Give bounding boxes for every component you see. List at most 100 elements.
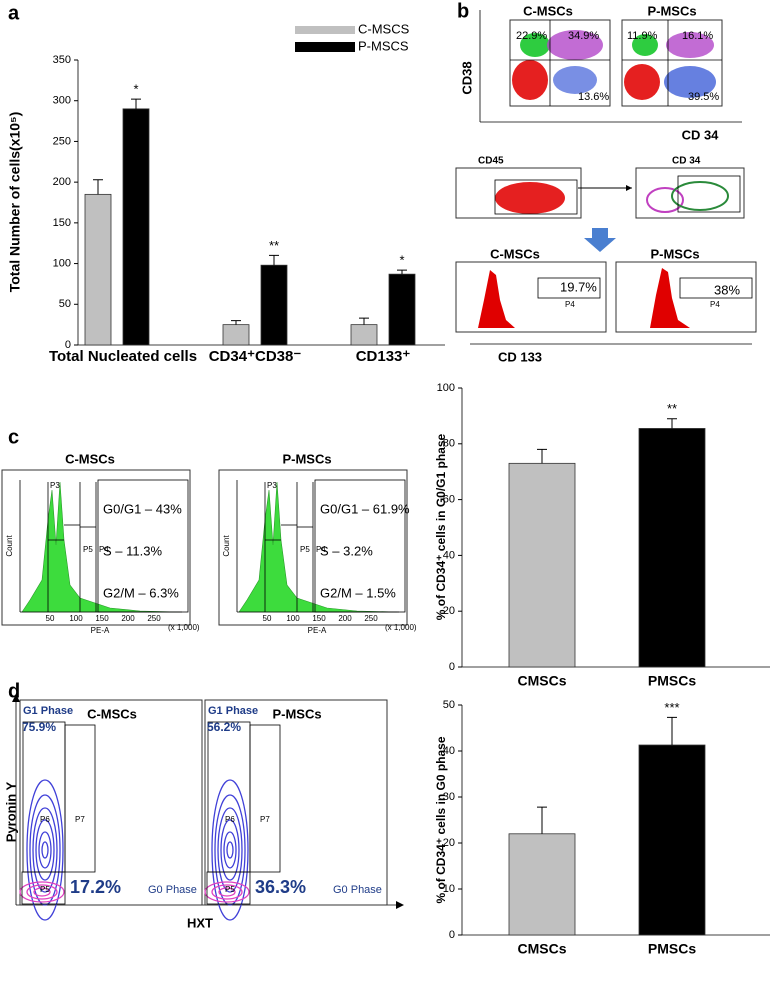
y-tick-label: 100 <box>437 382 455 394</box>
bar <box>222 324 250 346</box>
gate <box>677 175 741 213</box>
quadrant-value: 22.9% <box>516 30 547 42</box>
phase-value: 75.9% <box>22 720 56 734</box>
x-tick-label: 100 <box>286 614 300 623</box>
gate <box>537 277 601 299</box>
contour <box>19 881 65 903</box>
error-bar <box>667 418 677 429</box>
legend-label: P-MSCS <box>358 38 409 53</box>
axis-unit: (x 1,000) <box>168 623 200 632</box>
contour <box>26 884 58 900</box>
gate-label: P6 <box>40 815 50 824</box>
y-tick-label: 50 <box>443 699 455 711</box>
axis-label: HXT <box>187 915 213 930</box>
arrow-head <box>12 694 20 702</box>
axis-label: PE-A <box>308 626 327 635</box>
y-tick-label: 0 <box>449 929 455 941</box>
gate-label: P4 <box>565 300 575 309</box>
axis-label: Count <box>5 535 14 557</box>
y-tick-label: 100 <box>53 257 71 269</box>
axis-label: Pyronin Y <box>3 781 18 842</box>
x-tick-label: 200 <box>121 614 135 623</box>
histogram <box>640 268 690 328</box>
gate <box>494 179 578 215</box>
plot-title: C-MSCs <box>87 706 137 721</box>
bar <box>350 324 378 346</box>
bar <box>260 264 288 346</box>
annotation: * <box>133 82 138 97</box>
gate-label: P7 <box>75 815 85 824</box>
gate-label: P7 <box>260 815 270 824</box>
plot-title: P-MSCs <box>650 246 699 261</box>
axis-label: PE-A <box>91 626 110 635</box>
dot-plot <box>509 19 611 107</box>
bar <box>638 744 706 936</box>
bar <box>84 193 112 346</box>
error-bar <box>131 98 141 109</box>
plot-title: P-MSCs <box>647 3 696 18</box>
quadrant-value: 13.6% <box>578 91 609 103</box>
gate <box>206 871 251 905</box>
percent: 19.7% <box>560 279 597 294</box>
dot-plot <box>621 19 723 107</box>
arrow <box>584 228 616 252</box>
axis-label: CD38 <box>459 61 474 94</box>
phase-box <box>314 479 406 613</box>
y-tick-label: 60 <box>443 494 455 506</box>
panel-label: b <box>457 0 469 22</box>
histogram-plot <box>615 261 757 333</box>
gate-label: P3 <box>267 481 277 490</box>
contour <box>35 819 55 881</box>
y-tick-label: 80 <box>443 438 455 450</box>
gate-label: P5 <box>83 545 93 554</box>
phase-value: G0/G1 – 61.9% <box>320 501 410 516</box>
legend-swatch <box>295 26 355 34</box>
panel-b: b CD38 CD 34 C-MSCs P-MSCs 22.9% 34.9% 1… <box>455 0 757 364</box>
phase-box <box>97 479 189 613</box>
y-tick-label: 250 <box>53 135 71 147</box>
quadrant-value: 16.1% <box>682 30 713 42</box>
contour <box>211 779 249 921</box>
error-bar <box>359 317 369 325</box>
contour <box>211 884 243 900</box>
legend-swatch <box>295 42 355 52</box>
dots <box>495 182 565 214</box>
gate-label: P4 <box>316 545 326 554</box>
y-tick-label: 20 <box>443 605 455 617</box>
phase-label: G0 Phase <box>333 884 382 896</box>
phase-value: 36.3% <box>255 877 306 897</box>
gate-label: P4 <box>710 300 720 309</box>
error-bar <box>231 320 241 325</box>
contour <box>217 807 243 893</box>
plot-title: CD 34 <box>672 156 701 167</box>
y-tick-label: 150 <box>53 217 71 229</box>
gate <box>21 871 66 905</box>
contour <box>204 881 250 903</box>
y-tick-label: 200 <box>53 176 71 188</box>
error-bar <box>537 448 547 464</box>
axis-label: Count <box>222 535 231 557</box>
phase-label: G0 Phase <box>148 884 197 896</box>
phase-value: G0/G1 – 43% <box>103 501 182 516</box>
contour <box>29 794 61 906</box>
contour <box>41 841 49 859</box>
y-axis-label: % of CD34⁺ cells in G0 phase <box>434 736 448 903</box>
x-tick-label: CMSCs <box>517 673 566 689</box>
plot-title: P-MSCs <box>282 451 331 466</box>
y-tick-label: 40 <box>443 745 455 757</box>
x-tick-label: CMSCs <box>517 941 566 957</box>
contour <box>218 887 236 897</box>
histogram-plot <box>455 261 607 333</box>
legend-label: C-MSCS <box>358 21 410 36</box>
y-tick-label: 300 <box>53 95 71 107</box>
x-tick-label: Total Nucleated cells <box>49 348 197 365</box>
plot-title: P-MSCs <box>272 706 321 721</box>
x-tick-label: 50 <box>263 614 272 623</box>
percent: 38% <box>714 282 740 297</box>
plot-title: C-MSCs <box>523 3 573 18</box>
bar <box>122 108 150 346</box>
gate-label: P6 <box>225 815 235 824</box>
contour <box>646 187 684 213</box>
x-tick-label: CD34⁺CD38⁻ <box>209 348 302 365</box>
